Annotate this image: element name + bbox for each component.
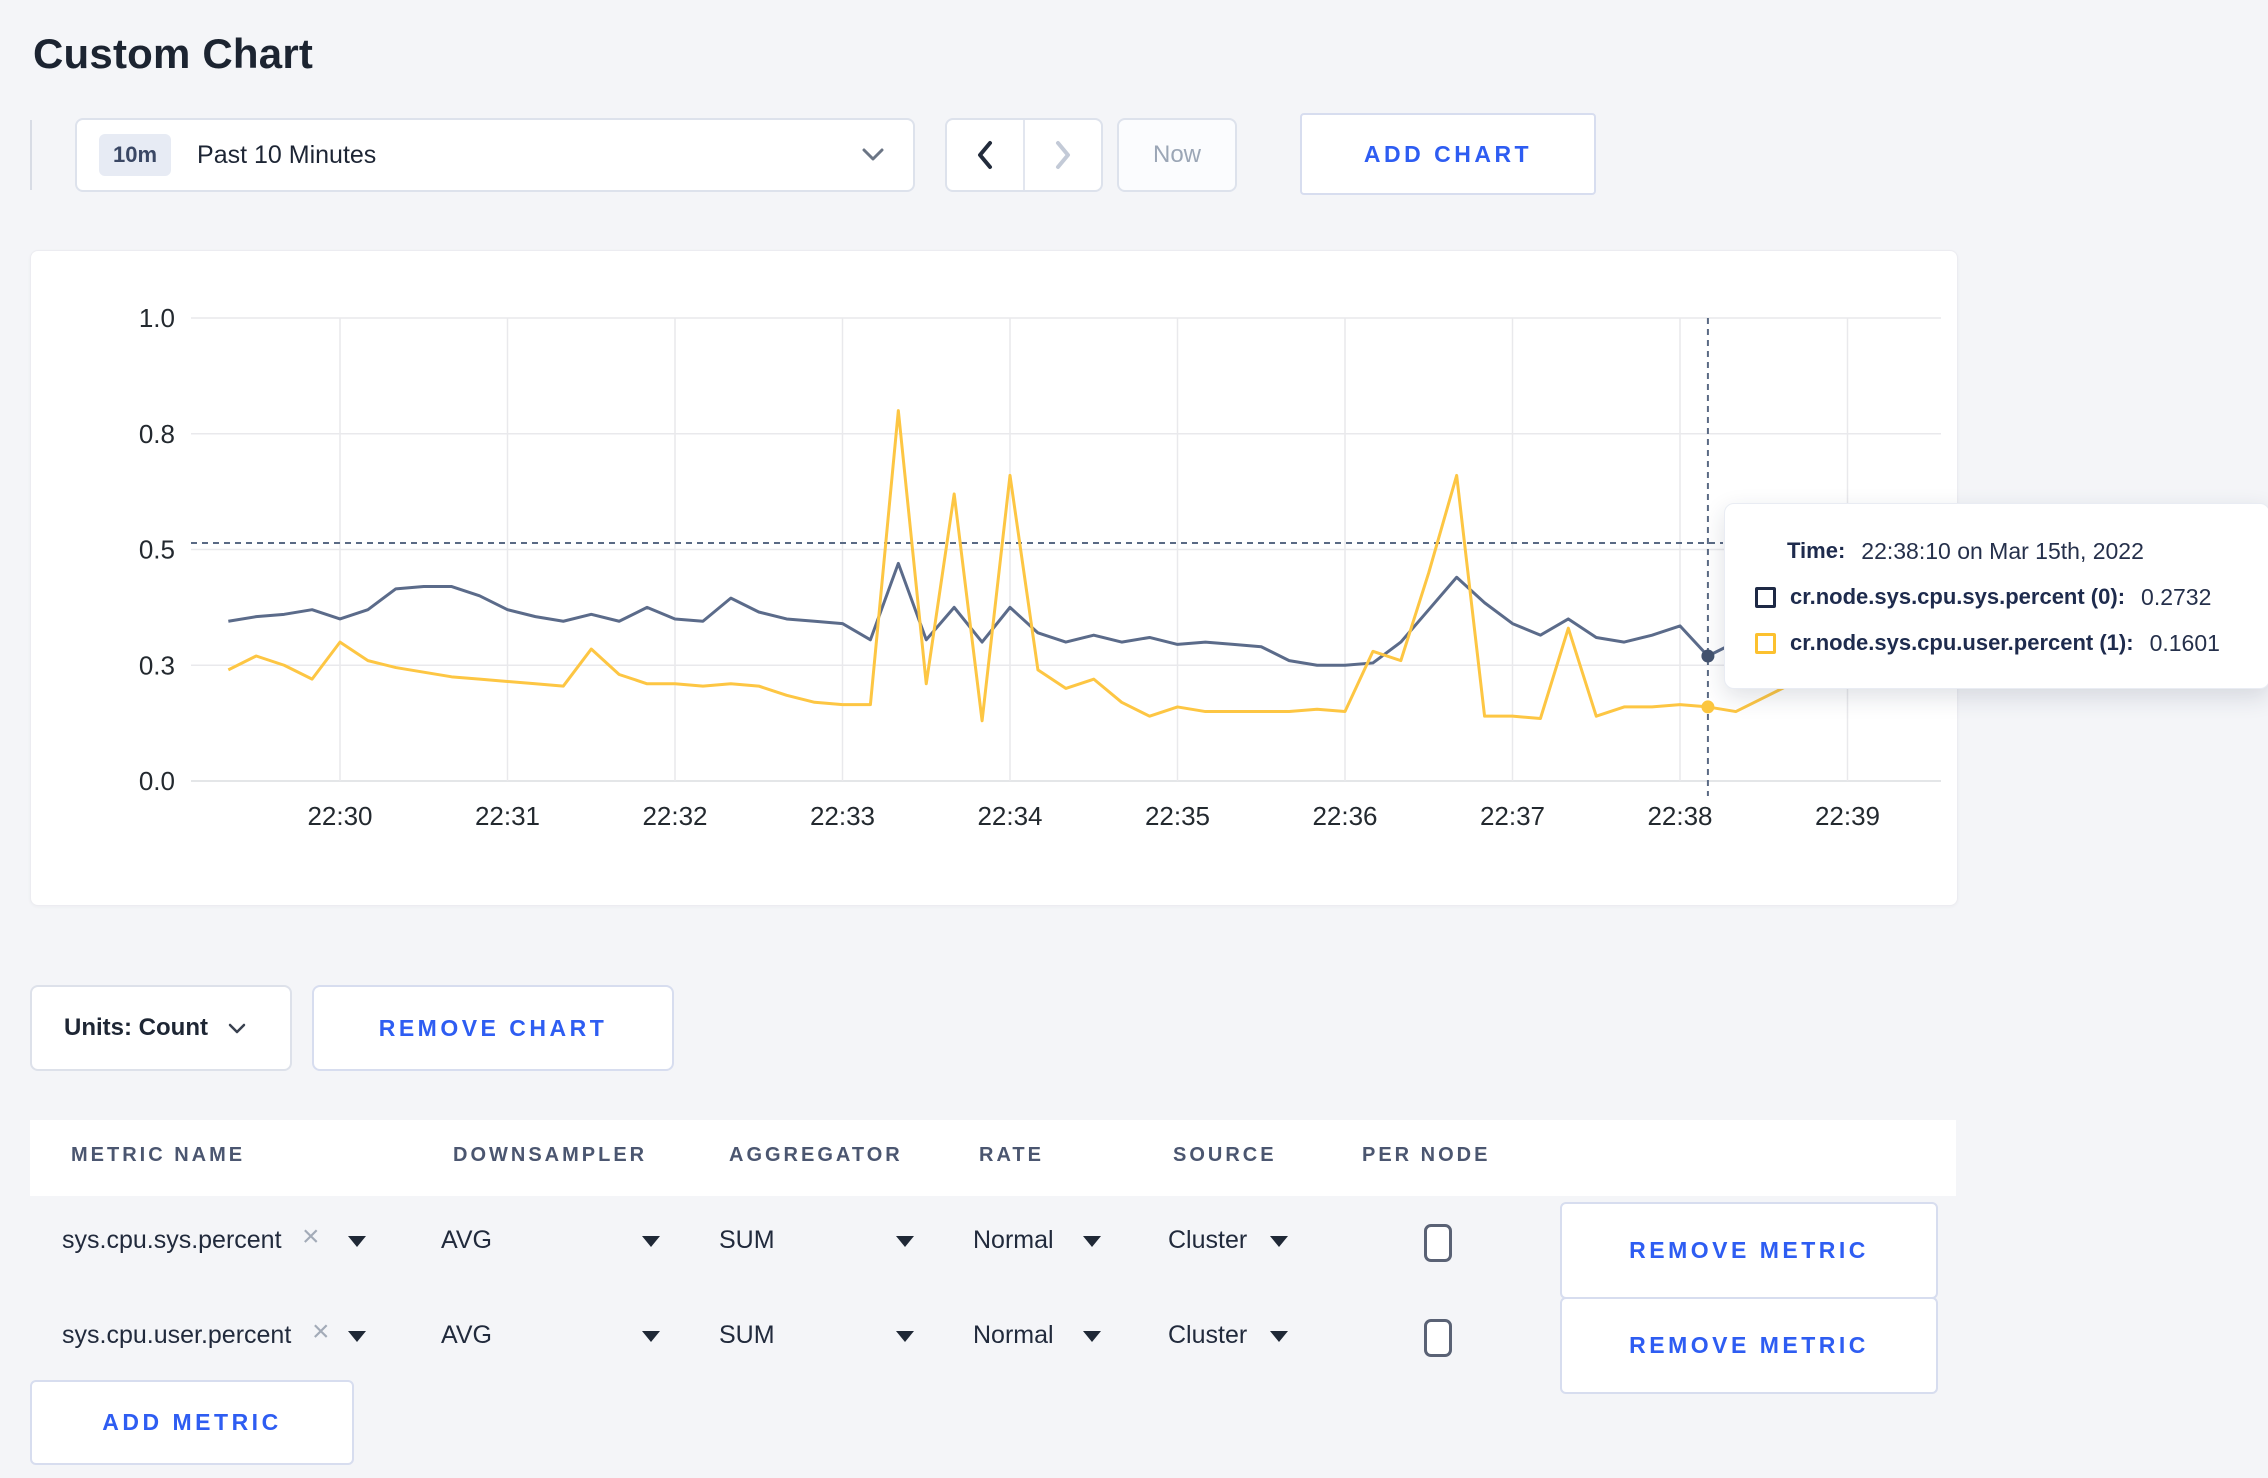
add-chart-button[interactable]: ADD CHART — [1300, 113, 1596, 195]
col-header-rate: RATE — [979, 1144, 1044, 1166]
remove-metric-button[interactable]: REMOVE METRIC — [1560, 1297, 1938, 1394]
time-range-dropdown[interactable]: 10m Past 10 Minutes — [75, 118, 915, 192]
per-node-checkbox[interactable] — [1424, 1224, 1452, 1262]
page-title: Custom Chart — [33, 30, 314, 78]
hover-point-sys — [1701, 649, 1715, 663]
line-chart[interactable]: 0.0 0.3 0.5 0.8 1.0 22:30 22:31 22:32 22:33 22:34… — [31, 251, 1957, 905]
rate-select[interactable]: Normal — [973, 1226, 1054, 1254]
chevron-left-icon — [974, 138, 996, 172]
metric-name-select[interactable]: sys.cpu.sys.percent — [62, 1226, 282, 1254]
tooltip-time-value: 22:38:10 on Mar 15th, 2022 — [1861, 537, 2144, 564]
x-tick-label: 22:31 — [475, 801, 540, 831]
tooltip-series-value: 0.1601 — [2149, 629, 2220, 656]
add-metric-button[interactable]: ADD METRIC — [30, 1380, 354, 1465]
x-tick-label: 22:35 — [1145, 801, 1210, 831]
tooltip-time-label: Time: — [1787, 538, 1846, 563]
series-line-cr.node.sys.cpu.user.percent — [227, 409, 1849, 723]
aggregator-select[interactable]: SUM — [719, 1321, 775, 1349]
tooltip-series-name: cr.node.sys.cpu.sys.percent (0): — [1790, 584, 2126, 609]
clear-metric-icon[interactable]: × — [302, 1220, 320, 1253]
col-header-source: SOURCE — [1173, 1144, 1277, 1166]
chevron-down-icon[interactable] — [1083, 1331, 1101, 1342]
chart-tooltip: Time: 22:38:10 on Mar 15th, 2022 cr.node… — [1724, 503, 2268, 689]
tooltip-series-name: cr.node.sys.cpu.user.percent (1): — [1790, 630, 2134, 655]
col-header-per-node: PER NODE — [1362, 1144, 1491, 1166]
x-tick-label: 22:37 — [1480, 801, 1545, 831]
x-tick-label: 22:36 — [1312, 801, 1377, 831]
prev-time-button[interactable] — [947, 120, 1025, 190]
chevron-right-icon — [1052, 138, 1074, 172]
x-tick-label: 22:38 — [1647, 801, 1712, 831]
source-select[interactable]: Cluster — [1168, 1321, 1248, 1349]
y-tick-label: 1.0 — [139, 303, 175, 333]
x-tick-label: 22:30 — [307, 801, 372, 831]
chart-panel: 0.0 0.3 0.5 0.8 1.0 22:30 22:31 22:32 22:33 22:34… — [30, 250, 1958, 906]
remove-chart-button[interactable]: REMOVE CHART — [312, 985, 674, 1071]
downsampler-select[interactable]: AVG — [441, 1226, 492, 1254]
y-tick-label: 0.5 — [139, 535, 175, 565]
chevron-down-icon[interactable] — [348, 1236, 366, 1247]
y-tick-label: 0.3 — [139, 650, 175, 680]
x-tick-label: 22:33 — [810, 801, 875, 831]
chevron-down-icon[interactable] — [896, 1331, 914, 1342]
metric-row: sys.cpu.user.percent × AVG SUM Normal Cl… — [30, 1297, 1956, 1394]
x-tick-label: 22:32 — [642, 801, 707, 831]
chevron-down-icon — [228, 1023, 246, 1034]
hover-point-user — [1701, 700, 1715, 714]
chevron-down-icon[interactable] — [1270, 1331, 1288, 1342]
y-tick-label: 0.0 — [139, 766, 175, 796]
remove-metric-button[interactable]: REMOVE METRIC — [1560, 1202, 1938, 1299]
next-time-button[interactable] — [1025, 120, 1101, 190]
metric-row: sys.cpu.sys.percent × AVG SUM Normal Clu… — [30, 1202, 1956, 1299]
series-swatch-user — [1755, 632, 1776, 654]
downsampler-select[interactable]: AVG — [441, 1321, 492, 1349]
x-tick-label: 22:39 — [1815, 801, 1880, 831]
metrics-table-header: METRIC NAME DOWNSAMPLER AGGREGATOR RATE … — [30, 1120, 1956, 1196]
time-range-badge: 10m — [99, 134, 172, 176]
rate-select[interactable]: Normal — [973, 1321, 1054, 1349]
y-tick-label: 0.8 — [139, 419, 175, 449]
per-node-checkbox[interactable] — [1424, 1319, 1452, 1357]
chevron-down-icon[interactable] — [896, 1236, 914, 1247]
chevron-down-icon[interactable] — [642, 1236, 660, 1247]
now-button[interactable]: Now — [1117, 118, 1237, 192]
toolbar-divider — [30, 120, 32, 190]
chevron-down-icon[interactable] — [348, 1331, 366, 1342]
time-range-label: Past 10 Minutes — [197, 140, 377, 169]
col-header-downsampler: DOWNSAMPLER — [453, 1144, 648, 1166]
units-label: Units: Count — [64, 1014, 208, 1041]
chevron-down-icon[interactable] — [1270, 1236, 1288, 1247]
units-dropdown[interactable]: Units: Count — [30, 985, 292, 1071]
series-swatch-sys — [1755, 586, 1776, 608]
chevron-down-icon[interactable] — [1083, 1236, 1101, 1247]
tooltip-series-value: 0.2732 — [2141, 583, 2212, 610]
chevron-down-icon[interactable] — [642, 1331, 660, 1342]
col-header-aggregator: AGGREGATOR — [729, 1144, 903, 1166]
x-tick-label: 22:34 — [977, 801, 1042, 831]
metric-name-select[interactable]: sys.cpu.user.percent — [62, 1321, 292, 1349]
aggregator-select[interactable]: SUM — [719, 1226, 775, 1254]
time-pager — [945, 118, 1103, 192]
source-select[interactable]: Cluster — [1168, 1226, 1248, 1254]
series-line-cr.node.sys.cpu.sys.percent — [228, 561, 1848, 667]
clear-metric-icon[interactable]: × — [312, 1315, 330, 1348]
chevron-down-icon — [861, 148, 885, 162]
col-header-metric-name: METRIC NAME — [71, 1144, 246, 1166]
